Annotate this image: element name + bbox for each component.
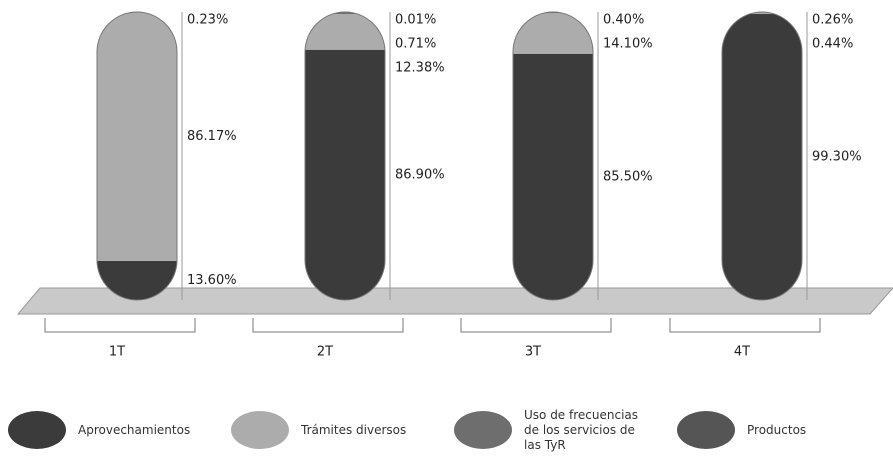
tube xyxy=(305,12,385,300)
value-label: 12.38% xyxy=(395,61,445,76)
legend-item: Trámites diversos xyxy=(223,405,446,455)
legend-icon xyxy=(454,411,512,449)
segment xyxy=(305,12,385,15)
x-tick-label: 4T xyxy=(734,345,750,360)
tube-outline xyxy=(96,11,178,301)
value-label: 14.10% xyxy=(603,37,653,52)
legend-label: Trámites diversos xyxy=(301,422,407,437)
value-label: 85.50% xyxy=(603,169,653,184)
legend-icon xyxy=(231,411,289,449)
segment xyxy=(305,49,385,300)
value-label: 0.44% xyxy=(812,37,853,52)
value-label: 86.90% xyxy=(395,167,445,182)
legend: Aprovechamientos Trámites diversos Uso de … xyxy=(0,405,893,455)
value-label: 86.17% xyxy=(187,129,237,144)
tube xyxy=(97,12,177,300)
segment xyxy=(97,12,177,261)
tube-outline xyxy=(721,11,803,301)
segment xyxy=(513,53,593,300)
value-label: 99.30% xyxy=(812,150,862,165)
value-label: 13.60% xyxy=(187,273,237,288)
legend-item: Productos xyxy=(669,405,892,455)
legend-icon xyxy=(677,411,735,449)
tube xyxy=(513,12,593,300)
x-tick-label: 3T xyxy=(525,345,541,360)
x-tick-label: 2T xyxy=(317,345,333,360)
bracket xyxy=(252,318,404,333)
tube-outline xyxy=(304,11,386,301)
x-tick-label: 1T xyxy=(109,345,125,360)
floor xyxy=(16,287,893,315)
bracket xyxy=(669,318,821,333)
value-label: 0.01% xyxy=(395,13,436,28)
legend-label: Aprovechamientos xyxy=(78,422,191,437)
legend-label: Uso de frecuencias de los servicios de l… xyxy=(524,407,639,452)
legend-item: Aprovechamientos xyxy=(0,405,223,455)
bracket xyxy=(460,318,612,333)
segment xyxy=(513,13,593,54)
tube xyxy=(722,12,802,300)
segment xyxy=(722,12,802,15)
segment xyxy=(513,12,593,14)
legend-label: Productos xyxy=(747,422,807,437)
value-label: 0.23% xyxy=(187,13,228,28)
tube-outline xyxy=(512,11,594,301)
bracket xyxy=(44,318,196,333)
chart: 0.23% 86.17% 13.60% 1T 0.01% 0.71% 12.38% 86.90… xyxy=(16,11,893,360)
segment xyxy=(722,14,802,300)
segment xyxy=(305,14,385,50)
legend-item: Uso de frecuencias de los servicios de l… xyxy=(446,405,669,455)
value-label: 0.26% xyxy=(812,13,853,28)
value-label: 0.71% xyxy=(395,37,436,52)
value-label: 0.40% xyxy=(603,13,644,28)
legend-icon xyxy=(8,411,66,449)
